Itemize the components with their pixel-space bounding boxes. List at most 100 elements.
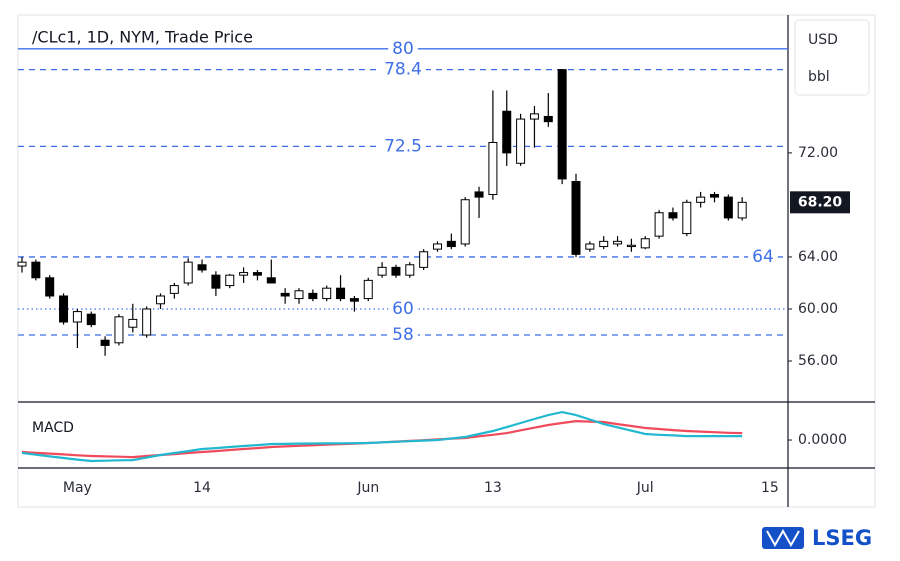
candle [585,241,595,252]
x-tick-label: 14 [193,480,211,496]
candle [252,269,262,281]
price-level-label-bg [388,298,418,319]
candle-body [488,141,498,196]
candle [266,259,276,284]
candle-body [571,181,581,255]
candle [668,207,678,221]
y-tick-label: 56.00 [798,353,838,369]
macd-line [21,410,743,463]
candle-body [363,279,373,300]
candle-body [696,196,706,203]
x-tick-label: Jun [356,480,379,496]
price-level-label-bg [380,59,426,80]
x-tick-label: Jul [636,480,654,496]
brand-icon [762,527,804,549]
price-level-label: 80 [392,39,414,59]
candle-body [405,264,415,276]
candle-body [294,290,304,300]
candle-body [280,292,290,297]
candle-body [377,266,387,276]
candle-body [239,272,249,276]
candle [405,262,415,278]
candle [336,275,346,302]
candle [599,236,609,250]
candle-body [446,240,456,248]
candle [280,288,290,304]
candle-body [59,295,69,323]
candle-body [252,272,262,276]
candle [17,256,27,273]
candle-body [266,277,276,284]
candle-body [613,240,623,245]
candle [446,233,456,250]
chart-title: /CLc1, 1D, NYM, Trade Price [32,28,253,47]
y-tick-label: 60.00 [798,301,838,317]
candle [626,238,636,252]
candle-body [626,244,636,248]
candle-body [391,266,401,276]
brand-name: LSEG [812,526,872,550]
candle [696,191,706,208]
candle [543,93,553,127]
candle-body [668,212,678,219]
last-price-marker [790,191,850,214]
candle-body [322,287,332,300]
last-price-label: 68.20 [798,194,843,210]
candle [557,69,567,185]
candle [197,259,207,273]
candle [433,241,442,252]
candle [183,258,193,286]
price-level-label: 72.5 [384,136,422,156]
candle [59,293,69,325]
candle [72,308,82,349]
y-tick-label: 64.00 [798,249,838,265]
candle [156,293,165,309]
candle-body [142,308,152,336]
unit: bbl [808,69,830,85]
candle-body [225,274,235,287]
candle [349,295,359,312]
candle-body [516,118,526,164]
candle-body [211,274,221,289]
price-level-label-bg [380,136,426,157]
candle [723,194,733,221]
candle-body [474,191,484,198]
candle [86,311,96,328]
candle-body [654,212,664,237]
candle-body [585,243,595,250]
candle [308,289,318,302]
candle-body [419,251,429,268]
candle-body [86,313,96,326]
candle-body [723,196,733,219]
candle-body [114,316,124,344]
candle [502,90,512,166]
candle [31,259,41,281]
candle-body [557,69,567,180]
candle [640,236,650,250]
candle [571,173,581,257]
candle [239,267,249,283]
candle [142,306,152,338]
candle [225,273,235,289]
candle [294,288,304,304]
brand-icon-mark [766,528,800,548]
candle-body [156,295,165,305]
candle [654,210,664,239]
candle [45,275,55,299]
candle-body [502,110,512,154]
candle-body [169,285,179,294]
candle-body [640,238,650,249]
candle [211,271,221,296]
candle [682,199,692,237]
candle [391,264,401,278]
candle-body [599,240,609,248]
macd-title: MACD [32,420,74,436]
candle-body [682,201,692,235]
candle [488,90,498,200]
currency: USD [808,32,838,48]
candle-body [336,287,346,300]
candle-body [460,199,470,245]
unit-box [794,19,870,96]
y-tick-label: 72.00 [798,145,838,161]
candle-body [183,261,193,284]
